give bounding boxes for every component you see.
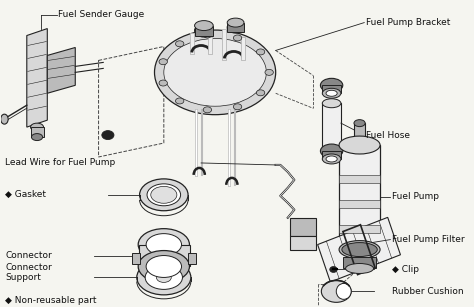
- Ellipse shape: [256, 49, 265, 55]
- Ellipse shape: [339, 241, 380, 258]
- Text: Fuel Hose: Fuel Hose: [366, 130, 410, 140]
- Bar: [290, 236, 316, 250]
- Text: Fuel Pump: Fuel Pump: [392, 192, 439, 201]
- Bar: [139, 245, 190, 266]
- Ellipse shape: [346, 263, 374, 274]
- Text: ◆ Gasket: ◆ Gasket: [5, 190, 46, 199]
- Ellipse shape: [265, 69, 273, 75]
- Bar: [354, 123, 365, 145]
- Ellipse shape: [138, 229, 190, 261]
- Ellipse shape: [159, 80, 167, 86]
- Ellipse shape: [151, 186, 177, 203]
- Bar: [318, 217, 401, 282]
- Bar: [30, 127, 44, 137]
- Ellipse shape: [156, 272, 171, 282]
- Ellipse shape: [195, 24, 213, 37]
- Bar: [343, 257, 376, 269]
- Ellipse shape: [102, 130, 114, 140]
- Bar: [290, 218, 316, 236]
- Ellipse shape: [320, 78, 343, 92]
- Ellipse shape: [195, 21, 213, 31]
- Ellipse shape: [31, 134, 43, 141]
- Text: Fuel Pump Filter: Fuel Pump Filter: [392, 235, 465, 244]
- Ellipse shape: [354, 120, 365, 126]
- Bar: [195, 25, 213, 36]
- Ellipse shape: [342, 243, 377, 257]
- Ellipse shape: [322, 99, 341, 108]
- Bar: [188, 253, 195, 265]
- Ellipse shape: [227, 22, 244, 33]
- Text: Connector
Support: Connector Support: [5, 263, 52, 282]
- Ellipse shape: [0, 114, 8, 124]
- Ellipse shape: [227, 18, 244, 27]
- Bar: [343, 225, 375, 274]
- Ellipse shape: [330, 266, 337, 272]
- Text: Fuel Sender Gauge: Fuel Sender Gauge: [58, 10, 145, 19]
- Ellipse shape: [336, 283, 351, 299]
- Ellipse shape: [175, 41, 184, 47]
- Bar: [132, 253, 139, 265]
- Text: ◆ Non-reusable part: ◆ Non-reusable part: [5, 296, 97, 305]
- Ellipse shape: [159, 59, 167, 65]
- Ellipse shape: [138, 251, 190, 282]
- Ellipse shape: [322, 154, 341, 164]
- Ellipse shape: [320, 144, 343, 158]
- Ellipse shape: [137, 260, 191, 295]
- Ellipse shape: [145, 266, 182, 290]
- Bar: [339, 175, 380, 183]
- Polygon shape: [27, 29, 47, 127]
- Text: ◆ Clip: ◆ Clip: [392, 265, 419, 274]
- Text: Fuel Pump Bracket: Fuel Pump Bracket: [366, 18, 450, 27]
- Ellipse shape: [326, 156, 337, 162]
- Ellipse shape: [326, 90, 337, 96]
- Ellipse shape: [321, 280, 351, 302]
- Ellipse shape: [146, 234, 182, 255]
- Ellipse shape: [203, 107, 211, 113]
- Text: Lead Wire for Fuel Pump: Lead Wire for Fuel Pump: [5, 158, 116, 167]
- Ellipse shape: [322, 146, 341, 155]
- Text: Rubber Cushion: Rubber Cushion: [392, 287, 464, 296]
- Ellipse shape: [146, 255, 182, 278]
- Ellipse shape: [155, 30, 276, 115]
- Ellipse shape: [30, 123, 44, 131]
- Bar: [322, 151, 341, 159]
- Ellipse shape: [233, 104, 242, 110]
- Bar: [227, 23, 244, 32]
- Bar: [339, 200, 380, 208]
- Ellipse shape: [203, 32, 211, 38]
- Ellipse shape: [322, 88, 341, 98]
- Ellipse shape: [147, 184, 181, 206]
- Bar: [322, 85, 341, 93]
- Bar: [339, 225, 380, 233]
- Ellipse shape: [256, 90, 265, 96]
- Polygon shape: [47, 48, 75, 93]
- Ellipse shape: [233, 35, 242, 41]
- Bar: [339, 145, 380, 250]
- Bar: [322, 103, 341, 151]
- Ellipse shape: [139, 179, 188, 211]
- Text: Connector: Connector: [5, 251, 52, 260]
- Ellipse shape: [164, 38, 266, 106]
- Ellipse shape: [175, 98, 184, 104]
- Ellipse shape: [339, 136, 380, 154]
